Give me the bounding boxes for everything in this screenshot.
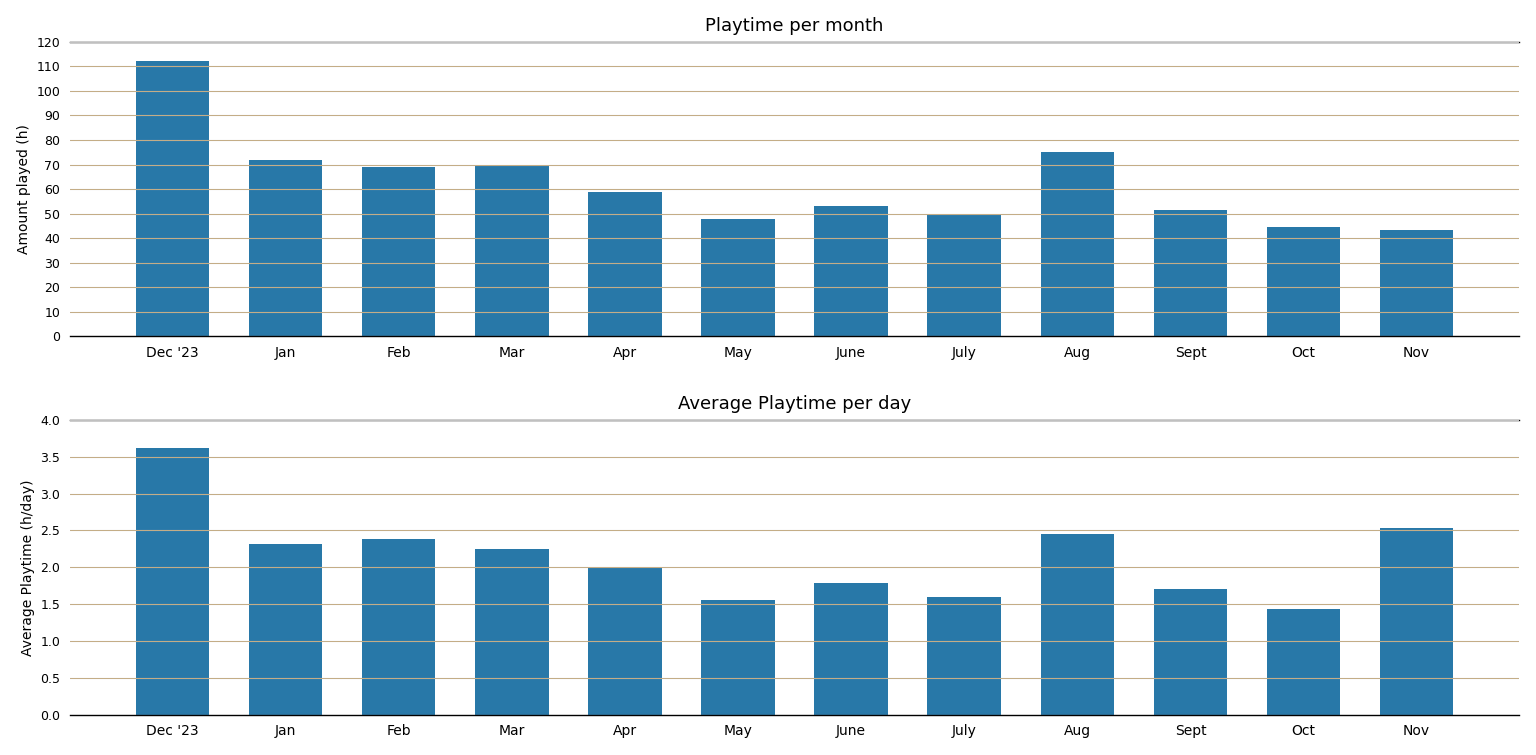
- Bar: [1154, 210, 1227, 337]
- Bar: [475, 165, 548, 337]
- Y-axis label: Average Playtime (h/day): Average Playtime (h/day): [20, 479, 34, 655]
- Title: Playtime per month: Playtime per month: [705, 17, 883, 35]
- Bar: [814, 584, 888, 715]
- Bar: [135, 61, 209, 337]
- Bar: [362, 167, 435, 337]
- Bar: [249, 544, 323, 715]
- Bar: [1267, 227, 1341, 337]
- Bar: [135, 448, 209, 715]
- Bar: [702, 599, 774, 715]
- Bar: [588, 568, 662, 715]
- Bar: [249, 159, 323, 337]
- Bar: [1267, 609, 1341, 715]
- Bar: [362, 539, 435, 715]
- Bar: [1040, 153, 1114, 337]
- Bar: [928, 215, 1001, 337]
- Bar: [928, 597, 1001, 715]
- Bar: [702, 218, 774, 337]
- Bar: [814, 206, 888, 337]
- Title: Average Playtime per day: Average Playtime per day: [677, 395, 911, 413]
- Bar: [1379, 528, 1453, 715]
- Bar: [475, 549, 548, 715]
- Bar: [1379, 230, 1453, 337]
- Bar: [1040, 534, 1114, 715]
- Bar: [588, 192, 662, 337]
- Bar: [1154, 590, 1227, 715]
- Y-axis label: Amount played (h): Amount played (h): [17, 124, 31, 254]
